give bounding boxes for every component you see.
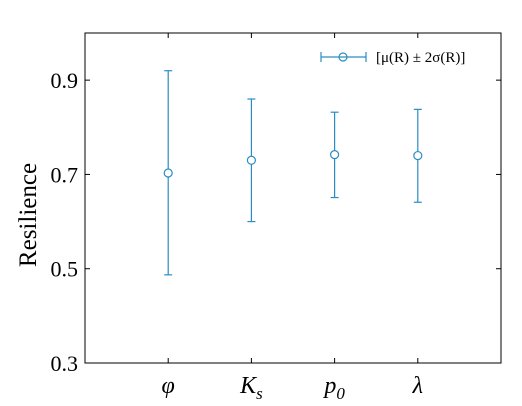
- x-tick-label: Ks: [239, 373, 263, 403]
- legend-marker: [338, 52, 348, 62]
- y-axis-label: Resilience: [15, 163, 42, 267]
- series-errorbars: [163, 70, 423, 276]
- y-axis: 0.3 0.5 0.7 0.9: [51, 68, 501, 376]
- y-tick-label: 0.5: [51, 257, 79, 282]
- legend: [μ(R) ± 2σ(R)]: [320, 50, 465, 66]
- x-axis: φ Ks p0 λ: [162, 33, 423, 403]
- y-tick-label: 0.3: [51, 351, 79, 376]
- mean-marker: [246, 155, 256, 165]
- mean-marker: [413, 150, 423, 161]
- y-tick-label: 0.7: [51, 162, 79, 187]
- mean-marker: [163, 168, 173, 178]
- y-tick-label: 0.9: [51, 68, 79, 93]
- mean-marker: [330, 150, 340, 160]
- legend-label: [μ(R) ± 2σ(R)]: [376, 50, 465, 66]
- x-tick-label: λ: [412, 373, 423, 399]
- x-tick-label: p0: [322, 373, 345, 403]
- plot-area: [84, 32, 502, 364]
- x-tick-label: φ: [162, 373, 175, 399]
